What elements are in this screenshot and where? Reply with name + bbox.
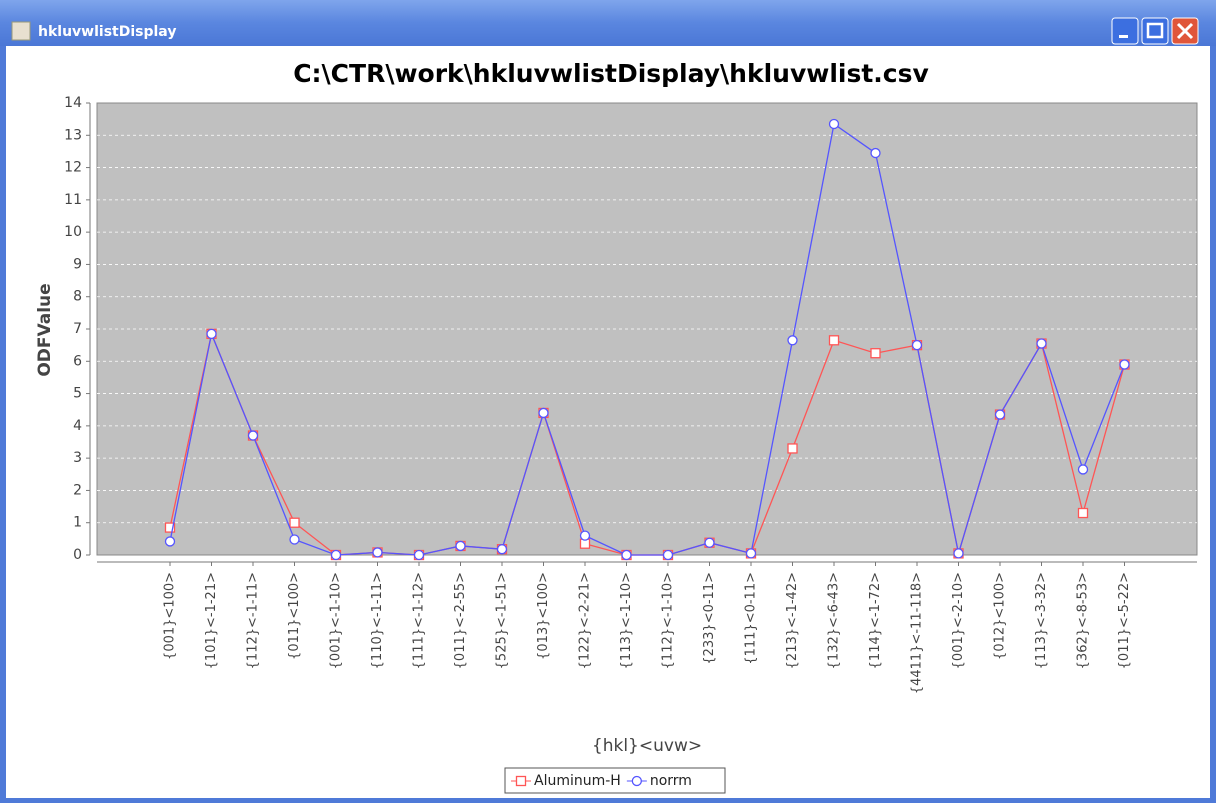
data-point	[372, 547, 383, 558]
x-tick-label: {114}<-1-72>	[868, 572, 883, 669]
data-point	[787, 443, 798, 454]
title-bar	[0, 0, 1216, 46]
x-tick-label: {113}<-1-10>	[619, 572, 634, 669]
data-point	[1036, 338, 1047, 349]
x-tick-label: {001}<-2-10>	[951, 572, 966, 669]
data-point	[704, 537, 715, 548]
data-point	[1077, 507, 1089, 519]
x-tick-label: {011}<-5-22>	[1117, 572, 1132, 669]
legend-marker	[515, 775, 527, 787]
legend-marker	[631, 775, 642, 787]
chart-title: C:\CTR\work\hkluvwlistDisplay\hkluvwlist…	[293, 59, 929, 88]
data-point	[911, 339, 923, 351]
x-tick-label: {001}<100>	[163, 572, 178, 660]
y-tick-label: 7	[73, 321, 82, 337]
y-axis-label: ODFValue	[35, 283, 55, 376]
data-point	[1119, 359, 1130, 370]
data-point	[496, 544, 508, 555]
data-point	[289, 517, 300, 528]
y-tick-label: 8	[73, 289, 82, 305]
x-tick-label: {011}<100>	[287, 572, 302, 660]
x-axis-label: {hkl}<uvw>	[592, 736, 702, 756]
data-point	[1077, 464, 1089, 475]
x-tick-label: {001}<-1-10>	[329, 572, 344, 669]
maximize-button[interactable]	[1141, 17, 1169, 45]
x-tick-label: {132}<-6-43>	[827, 572, 842, 669]
data-point	[621, 549, 632, 561]
y-tick-label: 4	[73, 418, 82, 434]
x-tick-label: {213}<-1-42>	[785, 572, 800, 669]
data-point	[455, 540, 466, 552]
data-point	[164, 522, 176, 533]
y-tick-label: 9	[73, 256, 82, 272]
data-point	[828, 335, 840, 346]
x-tick-label: {101}<-1-21>	[204, 572, 219, 669]
data-point	[413, 549, 425, 561]
y-tick-label: 5	[73, 386, 82, 402]
data-point	[828, 118, 840, 130]
legend-label: norrm	[650, 773, 692, 789]
data-point	[994, 409, 1006, 420]
x-tick-label: {012}<100>	[993, 572, 1008, 660]
minimize-button[interactable]	[1111, 17, 1139, 45]
x-tick-label: {011}<-2-55>	[453, 572, 468, 669]
data-point	[870, 147, 881, 159]
x-tick-label: {110}<-1-11>	[370, 572, 385, 669]
y-tick-label: 0	[73, 547, 82, 563]
data-point	[330, 549, 342, 561]
data-point	[870, 348, 881, 359]
data-point	[953, 548, 964, 559]
data-point	[787, 335, 798, 346]
data-point	[745, 548, 757, 559]
y-tick-label: 3	[73, 450, 82, 466]
window-title: hkluvwlistDisplay	[38, 24, 176, 40]
data-point	[164, 536, 176, 547]
y-tick-label: 1	[73, 515, 82, 531]
close-button[interactable]	[1171, 17, 1199, 45]
x-tick-label: {113}<-3-32>	[1034, 572, 1049, 669]
series-line	[169, 122, 1126, 556]
plot-area	[96, 102, 1198, 556]
y-tick-label: 13	[64, 127, 82, 143]
data-point	[579, 530, 591, 541]
data-point	[289, 534, 300, 545]
y-tick-label: 14	[64, 95, 82, 111]
x-tick-label: {122}<-2-21>	[578, 572, 593, 669]
x-tick-label: {112}<-1-10>	[661, 572, 676, 669]
x-tick-label: {013}<100>	[536, 572, 551, 660]
data-point	[206, 328, 217, 339]
y-tick-label: 6	[73, 353, 82, 369]
data-point	[247, 430, 259, 441]
y-tick-label: 11	[64, 192, 82, 208]
x-tick-label: {111}<-1-12>	[412, 572, 427, 669]
y-tick-label: 2	[73, 482, 82, 498]
x-tick-label: {111}<0-11>	[744, 572, 759, 665]
x-tick-label: {233}<0-11>	[702, 572, 717, 665]
app-icon	[11, 21, 31, 41]
legend-label: Aluminum-H	[534, 773, 621, 789]
y-tick-label: 10	[64, 224, 82, 240]
x-tick-label: {525}<-1-51>	[495, 572, 510, 669]
x-tick-label: {112}<-1-11>	[246, 572, 261, 669]
x-tick-label: {362}<-8-53>	[1076, 572, 1091, 669]
x-tick-label: {4411}<-11-118>	[910, 572, 925, 694]
data-point	[538, 407, 549, 419]
y-tick-label: 12	[64, 160, 82, 176]
legend	[504, 767, 726, 794]
data-point	[662, 549, 674, 561]
